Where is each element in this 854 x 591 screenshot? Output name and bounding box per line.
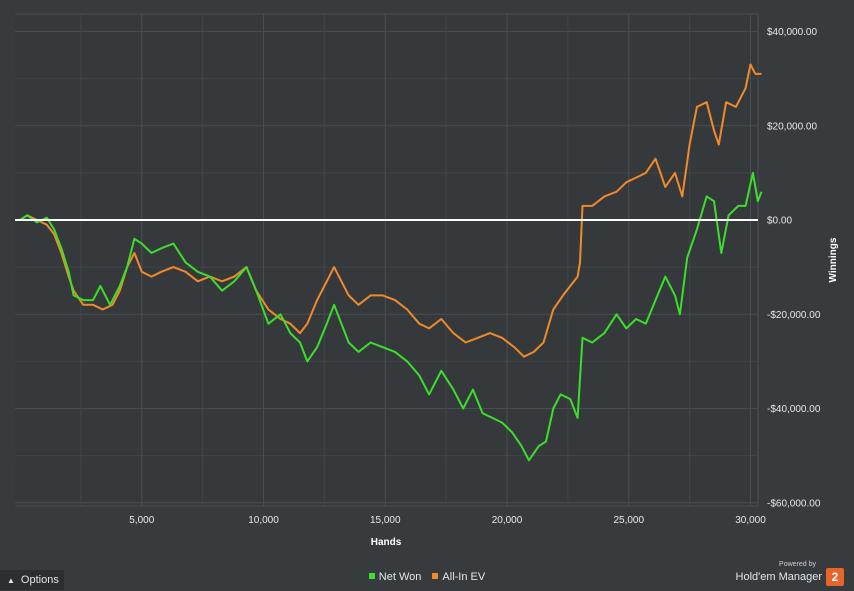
- series-lines: [19, 63, 763, 462]
- powered-by-text: Powered by: [779, 561, 816, 568]
- x-tick-label: 30,000: [735, 515, 766, 526]
- legend-label-all-in-ev: All-In EV: [442, 571, 486, 583]
- x-tick-label: 15,000: [370, 515, 401, 526]
- x-tick-label: 5,000: [129, 515, 154, 526]
- options-button[interactable]: ▲ Options: [0, 570, 64, 590]
- plot-area: [15, 14, 758, 506]
- y-tick-label: $20,000.00: [767, 121, 817, 132]
- winnings-chart: 5,000 10,000 15,000 20,000 25,000 30,000 $40,…: [15, 13, 839, 548]
- x-axis-title: Hands: [371, 537, 402, 548]
- y-tick-label: $40,000.00: [767, 27, 817, 38]
- y-tick-label: -$40,000.00: [767, 404, 821, 415]
- grid: [15, 13, 759, 507]
- y-tick-label: -$60,000.00: [767, 498, 821, 509]
- x-tick-label: 25,000: [613, 515, 644, 526]
- legend: Net Won All-In EV: [0, 571, 854, 583]
- hm2-logo-icon: 2: [826, 568, 844, 586]
- series-line-net-won: [19, 171, 763, 462]
- x-tick-label: 20,000: [492, 515, 523, 526]
- y-axis-title: Winnings: [828, 237, 839, 282]
- y-tick-label: -$20,000.00: [767, 310, 821, 321]
- x-tick-label: 10,000: [248, 515, 279, 526]
- legend-label-net-won: Net Won: [378, 571, 422, 583]
- x-axis-ticks: 5,000 10,000 15,000 20,000 25,000 30,000: [129, 515, 766, 526]
- options-label: Options: [20, 574, 59, 586]
- legend-item-all-in-ev[interactable]: All-In EV: [432, 571, 485, 583]
- legend-item-net-won[interactable]: Net Won: [368, 571, 422, 583]
- legend-swatch-all-in-ev: [432, 573, 439, 579]
- chevron-up-icon: ▲: [7, 576, 15, 585]
- product-name: Hold'em Manager: [735, 571, 822, 583]
- legend-swatch-net-won: [368, 573, 375, 579]
- y-axis-ticks: $40,000.00 $20,000.00 $0.00 -$20,000.00 -$40…: [767, 27, 821, 509]
- y-tick-label: $0.00: [767, 216, 792, 227]
- branding: Powered by Hold'em Manager 2: [736, 561, 844, 586]
